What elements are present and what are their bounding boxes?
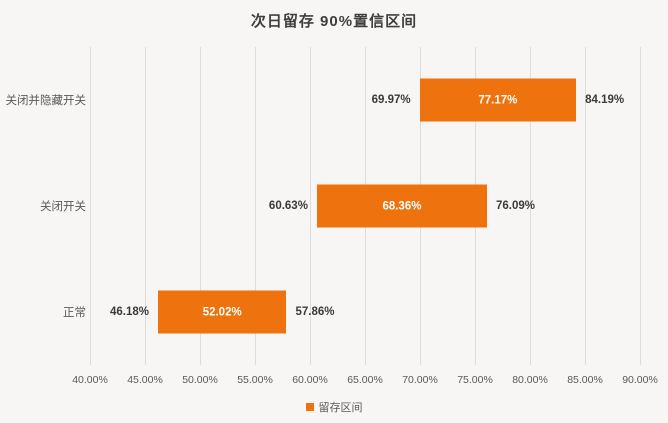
bar-high-value-label: 76.09%	[495, 200, 535, 212]
gridline	[310, 47, 311, 365]
category-label: 正常	[63, 307, 86, 319]
x-axis-tick-label: 55.00%	[237, 374, 273, 386]
gridline	[145, 47, 146, 365]
x-axis-tick-label: 45.00%	[127, 374, 163, 386]
x-axis-tick-label: 40.00%	[72, 374, 108, 386]
gridline	[90, 47, 91, 365]
confidence-interval-bar: 77.17%	[419, 78, 577, 122]
gridline	[640, 47, 641, 365]
confidence-interval-bar: 68.36%	[316, 184, 487, 228]
bar-mid-value-label: 52.02%	[202, 306, 242, 318]
bar-low-value-label: 46.18%	[109, 306, 149, 318]
x-axis-tick-label: 85.00%	[567, 374, 603, 386]
x-axis-tick-label: 70.00%	[402, 374, 438, 386]
chart-title: 次日留存 90%置信区间	[250, 13, 418, 30]
x-axis-tick-label: 60.00%	[292, 374, 328, 386]
bar-mid-value-label: 77.17%	[478, 94, 518, 106]
bar-high-value-label: 84.19%	[585, 94, 625, 106]
legend: 留存区间	[0, 399, 668, 415]
x-axis-tick-label: 90.00%	[622, 374, 658, 386]
legend-series-marker-icon	[305, 403, 314, 411]
x-axis-tick-label: 80.00%	[512, 374, 548, 386]
gridline	[530, 47, 531, 365]
bar-mid-value-label: 68.36%	[382, 200, 422, 212]
confidence-interval-bar: 52.02%	[157, 290, 287, 334]
legend-series-label: 留存区间	[318, 402, 363, 414]
x-axis-tick-label: 75.00%	[457, 374, 493, 386]
category-label: 关闭开关	[40, 201, 86, 213]
bar-high-value-label: 57.86%	[295, 306, 335, 318]
gridline	[200, 47, 201, 365]
bar-low-value-label: 60.63%	[268, 200, 308, 212]
gridline	[255, 47, 256, 365]
x-axis-tick-label: 50.00%	[182, 374, 218, 386]
bar-low-value-label: 69.97%	[371, 94, 411, 106]
gridline	[585, 47, 586, 365]
category-label: 关闭并隐藏开关	[5, 95, 87, 107]
x-axis-tick-label: 65.00%	[347, 374, 383, 386]
